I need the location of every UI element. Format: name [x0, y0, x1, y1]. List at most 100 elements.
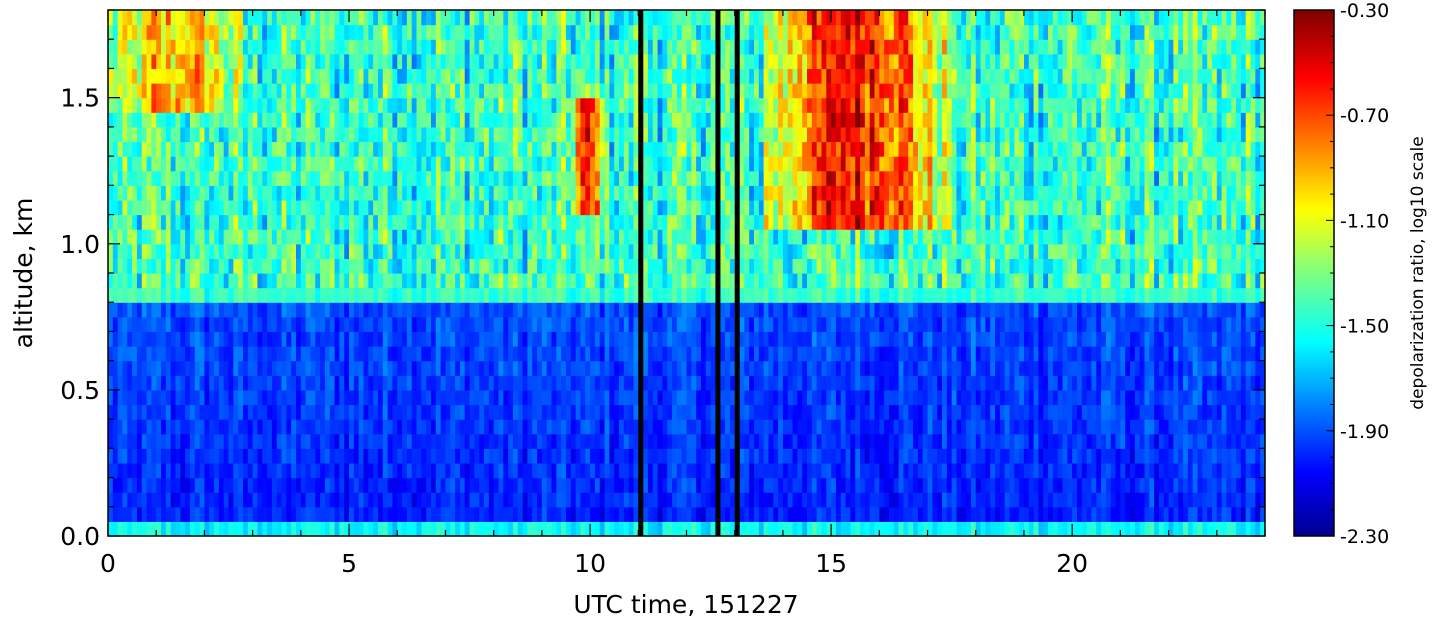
heatmap-cell	[156, 273, 162, 289]
heatmap-cell	[691, 258, 697, 274]
heatmap-cell	[647, 170, 654, 186]
heatmap-cell	[585, 448, 591, 464]
heatmap-cell	[652, 462, 659, 479]
heatmap-cell	[305, 287, 312, 303]
heatmap-cell	[189, 506, 196, 522]
heatmap-cell	[570, 404, 577, 420]
heatmap-cell	[672, 360, 678, 376]
heatmap-cell	[517, 273, 524, 289]
heatmap-cell	[643, 302, 649, 318]
heatmap-cell	[594, 331, 601, 347]
heatmap-cell	[729, 199, 736, 216]
heatmap-cell	[108, 83, 114, 99]
heatmap-cell	[445, 331, 451, 347]
heatmap-cell	[599, 229, 606, 245]
heatmap-cell	[358, 419, 365, 435]
heatmap-cell	[117, 521, 124, 536]
heatmap-cell	[768, 156, 774, 172]
heatmap-cell	[136, 492, 143, 508]
heatmap-cell	[498, 273, 504, 289]
heatmap-cell	[223, 141, 230, 157]
heatmap-cell	[527, 346, 533, 362]
heatmap-cell	[141, 331, 148, 347]
heatmap-cell	[758, 389, 765, 406]
heatmap-cell	[310, 477, 316, 493]
heatmap-cell	[353, 316, 360, 333]
heatmap-cell	[344, 199, 350, 216]
heatmap-cell	[344, 448, 350, 464]
heatmap-cell	[532, 68, 538, 84]
heatmap-cell	[416, 346, 422, 362]
heatmap-cell	[199, 53, 206, 70]
heatmap-cell	[324, 141, 331, 157]
heatmap-cell	[421, 375, 427, 391]
heatmap-cell	[426, 331, 432, 347]
heatmap-cell	[753, 214, 760, 230]
heatmap-cell	[214, 477, 220, 493]
heatmap-cell	[247, 141, 254, 157]
heatmap-cell	[435, 24, 442, 40]
heatmap-cell	[108, 53, 114, 70]
heatmap-cell	[112, 229, 119, 245]
heatmap-cell	[633, 97, 639, 113]
heatmap-cell	[556, 83, 562, 99]
heatmap-cell	[696, 112, 702, 128]
heatmap-cell	[710, 141, 717, 157]
heatmap-cell	[353, 419, 360, 435]
heatmap-cell	[493, 83, 500, 99]
heatmap-cell	[493, 229, 500, 245]
heatmap-cell	[652, 506, 659, 522]
heatmap-cell	[729, 389, 736, 406]
heatmap-cell	[474, 433, 480, 449]
heatmap-cell	[585, 141, 591, 157]
heatmap-cell	[537, 448, 543, 464]
heatmap-cell	[161, 477, 167, 493]
heatmap-cell	[214, 273, 220, 289]
heatmap-cell	[242, 331, 249, 347]
heatmap-cell	[358, 214, 365, 230]
heatmap-cell	[127, 258, 133, 274]
heatmap-cell	[228, 229, 234, 245]
heatmap-cell	[700, 360, 707, 376]
heatmap-cell	[382, 258, 389, 274]
heatmap-cell	[459, 53, 466, 70]
heatmap-cell	[151, 462, 157, 479]
heatmap-cell	[623, 229, 630, 245]
heatmap-cell	[373, 448, 379, 464]
heatmap-cell	[218, 360, 225, 376]
heatmap-cell	[262, 448, 268, 464]
heatmap-cell	[474, 360, 480, 376]
heatmap-cell	[633, 83, 639, 99]
heatmap-cell	[233, 53, 239, 70]
heatmap-cell	[667, 419, 673, 435]
heatmap-cell	[512, 331, 519, 347]
heatmap-cell	[218, 462, 225, 479]
heatmap-cell	[291, 141, 297, 157]
heatmap-cell	[247, 477, 254, 493]
heatmap-cell	[681, 185, 688, 201]
heatmap-cell	[156, 375, 162, 391]
heatmap-cell	[546, 346, 553, 362]
heatmap-cell	[185, 346, 191, 362]
heatmap-cell	[296, 419, 302, 435]
heatmap-cell	[686, 126, 692, 143]
heatmap-cell	[681, 170, 688, 186]
heatmap-cell	[146, 141, 152, 157]
heatmap-cell	[459, 433, 466, 449]
heatmap-cell	[556, 112, 562, 128]
heatmap-cell	[512, 199, 519, 216]
heatmap-cell	[382, 229, 389, 245]
heatmap-cell	[218, 331, 225, 347]
heatmap-cell	[498, 24, 504, 40]
heatmap-cell	[189, 24, 196, 40]
heatmap-cell	[498, 404, 504, 420]
heatmap-cell	[377, 83, 384, 99]
heatmap-cell	[238, 448, 244, 464]
heatmap-cell	[334, 287, 340, 303]
heatmap-cell	[628, 287, 635, 303]
heatmap-cell	[257, 492, 263, 508]
heatmap-cell	[585, 331, 591, 347]
heatmap-cell	[517, 97, 524, 113]
heatmap-cell	[537, 273, 543, 289]
heatmap-cell	[435, 462, 442, 479]
